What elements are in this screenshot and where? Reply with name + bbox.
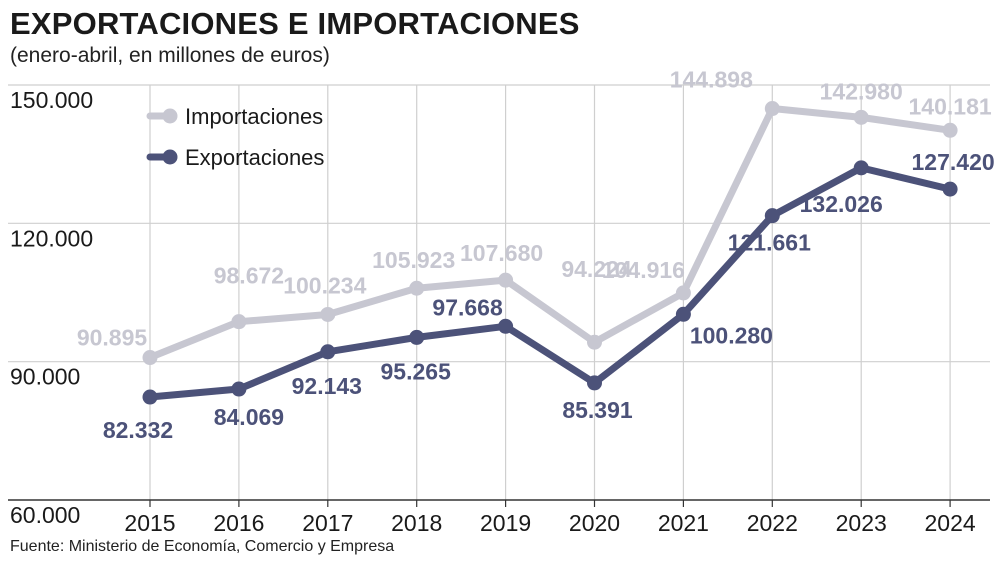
y-tick-label: 150.000 [10, 87, 93, 113]
exportaciones-point [764, 208, 780, 224]
exportaciones-point [498, 318, 514, 334]
importaciones-point [320, 306, 336, 322]
x-tick-label: 2018 [391, 510, 442, 536]
importaciones-point [142, 350, 158, 366]
importaciones-point [942, 122, 958, 138]
importaciones-point [764, 101, 780, 117]
legend: Importaciones Exportaciones [146, 104, 324, 170]
grid-lines [8, 84, 990, 507]
importaciones-data-label: 90.895 [77, 325, 148, 351]
legend-swatch-point [162, 108, 178, 124]
series-points [142, 101, 958, 405]
chart-title: EXPORTACIONES E IMPORTACIONES [10, 6, 580, 41]
importaciones-point [853, 109, 869, 125]
exportaciones-point [587, 375, 602, 391]
x-axis-tick-labels: 2015 2016 2017 2018 2019 2020 2021 2022 2023 2024 [124, 510, 975, 536]
exportaciones-data-label: 97.668 [432, 294, 503, 320]
y-tick-label: 120.000 [10, 225, 93, 251]
exportaciones-point [142, 389, 158, 405]
importaciones-data-label: 94.224 [561, 256, 632, 282]
importaciones-data-label: 144.898 [670, 67, 753, 93]
x-tick-label: 2024 [925, 510, 976, 536]
exportaciones-data-label: 100.280 [690, 322, 773, 348]
exportaciones-data-label: 121.661 [728, 230, 811, 256]
exportaciones-data-label: 92.143 [292, 373, 362, 399]
importaciones-line [146, 105, 954, 362]
exportaciones-point [942, 181, 958, 197]
exportaciones-data-label: 95.265 [381, 358, 452, 384]
exportaciones-data-label: 127.420 [912, 149, 995, 175]
x-tick-label: 2022 [747, 510, 798, 536]
importaciones-data-label: 140.181 [909, 93, 992, 119]
series-lines [146, 105, 954, 401]
exportaciones-data-label: 84.069 [214, 404, 284, 430]
importaciones-data-label: 104.916 [602, 257, 685, 283]
exportaciones-data-label: 85.391 [562, 397, 633, 423]
importaciones-data-label: 107.680 [460, 240, 543, 266]
exportaciones-data-label: 132.026 [800, 191, 883, 217]
importaciones-point [675, 285, 691, 301]
legend-label-exportaciones: Exportaciones [185, 145, 324, 170]
exportaciones-data-label: 82.332 [103, 417, 173, 443]
exportaciones-point [853, 160, 869, 176]
importaciones-point [409, 280, 425, 296]
legend-swatch-point [162, 149, 178, 165]
x-tick-label: 2015 [124, 510, 175, 536]
exportaciones-point [675, 306, 691, 322]
importaciones-data-label: 100.234 [283, 272, 366, 298]
importaciones-data-label: 105.923 [372, 247, 455, 273]
importaciones-point [498, 272, 514, 288]
exportaciones-point [409, 329, 425, 345]
exportaciones-point [231, 381, 247, 397]
x-tick-label: 2023 [836, 510, 887, 536]
y-axis-tick-labels: 60.000 90.000 120.000 150.000 [10, 87, 93, 528]
exportaciones-point [320, 344, 336, 360]
importaciones-data-label: 98.672 [214, 263, 284, 289]
x-tick-label: 2020 [569, 510, 620, 536]
x-tick-label: 2016 [213, 510, 264, 536]
legend-label-importaciones: Importaciones [185, 104, 323, 129]
importaciones-data-label: 142.980 [820, 78, 903, 104]
x-tick-label: 2017 [302, 510, 353, 536]
chart-subtitle: (enero-abril, en millones de euros) [10, 44, 330, 67]
y-tick-label: 60.000 [10, 502, 80, 528]
exportaciones-line [146, 164, 954, 401]
importaciones-point [231, 314, 247, 330]
y-tick-label: 90.000 [10, 364, 80, 390]
x-tick-label: 2019 [480, 510, 531, 536]
x-tick-label: 2021 [658, 510, 709, 536]
importaciones-point [587, 334, 602, 350]
source-note: Fuente: Ministerio de Economía, Comercio… [10, 538, 395, 555]
